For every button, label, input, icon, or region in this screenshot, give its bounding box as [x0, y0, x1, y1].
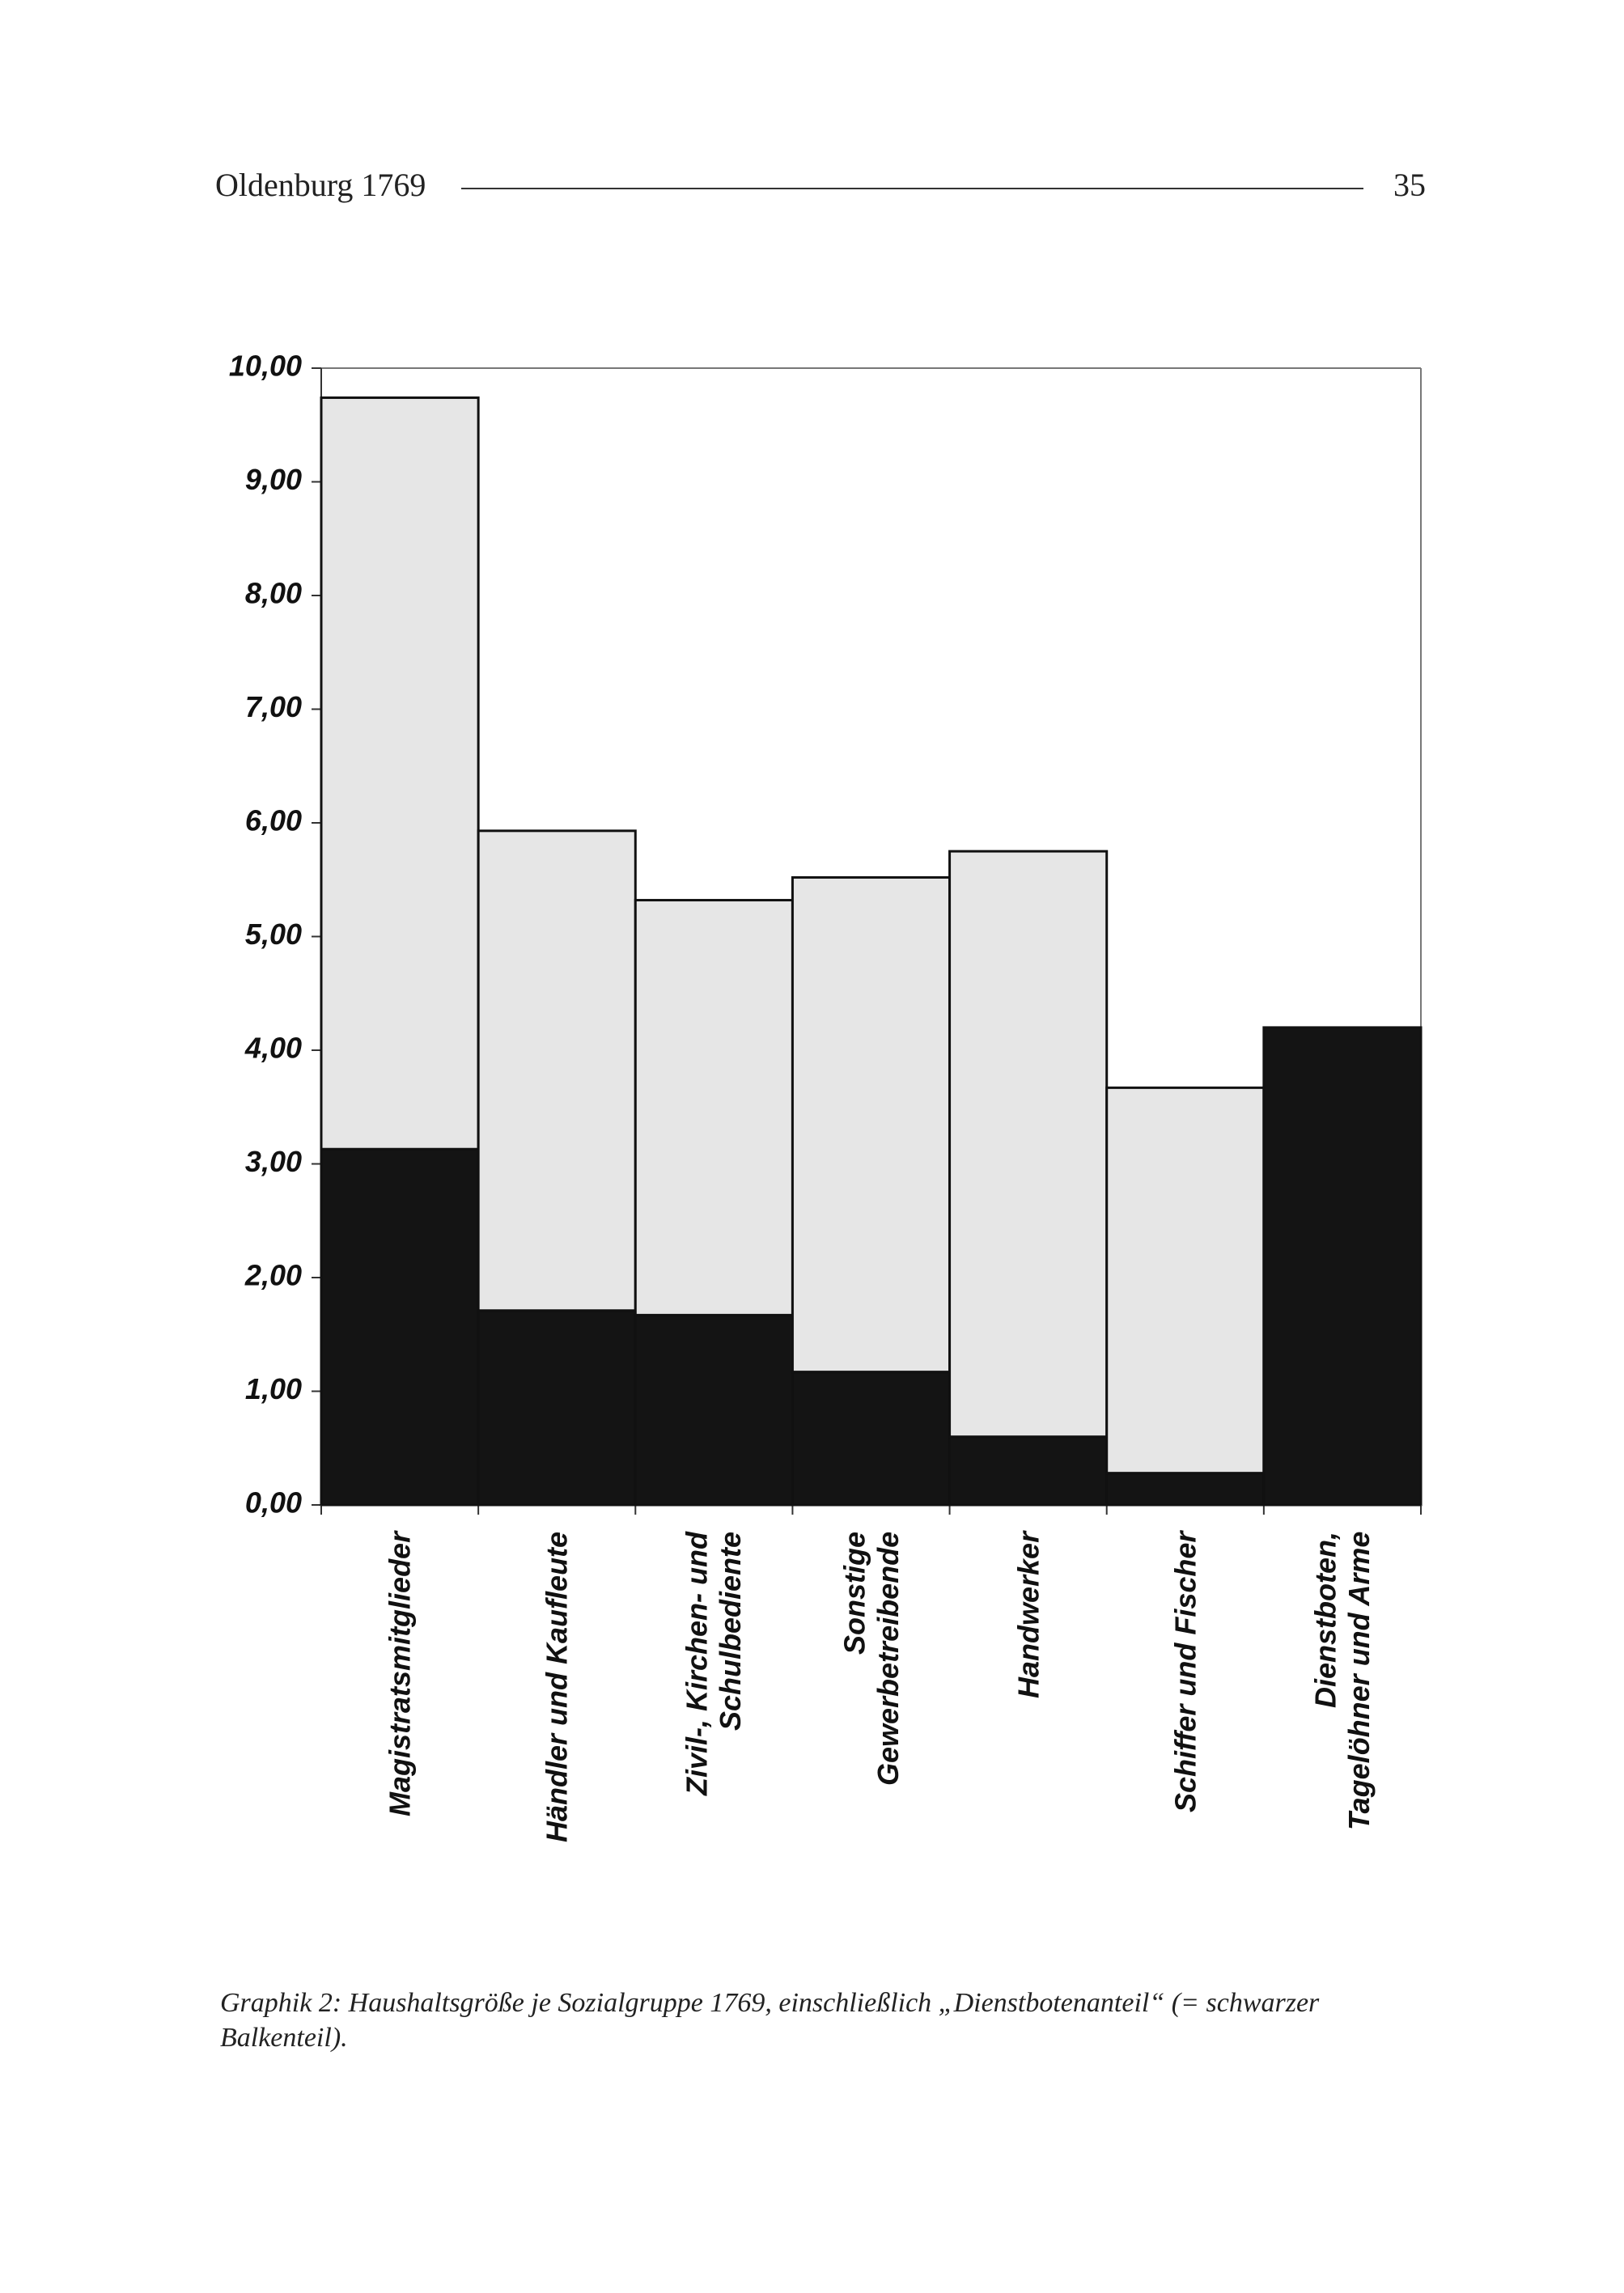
y-tick-label: 0,00	[245, 1486, 302, 1519]
y-tick-label: 4,00	[244, 1032, 302, 1065]
page-number: 35	[1393, 167, 1426, 203]
bar-segment	[634, 1313, 794, 1507]
bar-segment	[477, 829, 637, 1312]
running-header: Oldenburg 1769	[215, 167, 426, 203]
x-tick-label: Schiffer und Fischer	[1168, 1532, 1202, 1813]
bar-segment	[320, 1147, 480, 1507]
bar-segment	[948, 1435, 1109, 1507]
y-tick-label: 10,00	[229, 350, 302, 383]
bar-segment	[634, 899, 794, 1316]
y-tick-label: 2,00	[244, 1259, 302, 1292]
bar-segment	[1105, 1472, 1266, 1507]
y-tick-label: 6,00	[245, 804, 302, 837]
y-tick-label: 5,00	[245, 918, 302, 951]
x-tick-label: Dienstboten, Tagelöhner und Arme	[1308, 1532, 1376, 1831]
x-tick-label: Magistratsmitglieder	[383, 1532, 417, 1817]
bar-segment	[477, 1309, 637, 1507]
caption: Graphik 2: Haushaltsgröße je Sozialgrupp…	[220, 1988, 1320, 2053]
bar-segment	[948, 850, 1109, 1439]
y-tick-label: 9,00	[245, 463, 302, 496]
bar-segment	[791, 875, 952, 1374]
bar-segment	[1105, 1086, 1266, 1475]
bar-segment	[791, 1371, 952, 1507]
x-tick-label: Händler und Kaufleute	[540, 1532, 574, 1843]
x-tick-label: Handwerker	[1011, 1532, 1045, 1699]
y-tick-label: 7,00	[245, 690, 302, 723]
x-tick-label: Sonstige Gewerbetreibende	[837, 1532, 905, 1787]
bar-segment	[1262, 1026, 1423, 1507]
bar-segment	[320, 396, 480, 1151]
y-tick-label: 1,00	[245, 1372, 302, 1405]
header-rule	[461, 188, 1363, 189]
y-tick-label: 3,00	[245, 1145, 302, 1178]
y-tick-label: 8,00	[245, 577, 302, 610]
x-tick-label: Zivil-, Kirchen- und Schulbediente	[680, 1532, 748, 1796]
